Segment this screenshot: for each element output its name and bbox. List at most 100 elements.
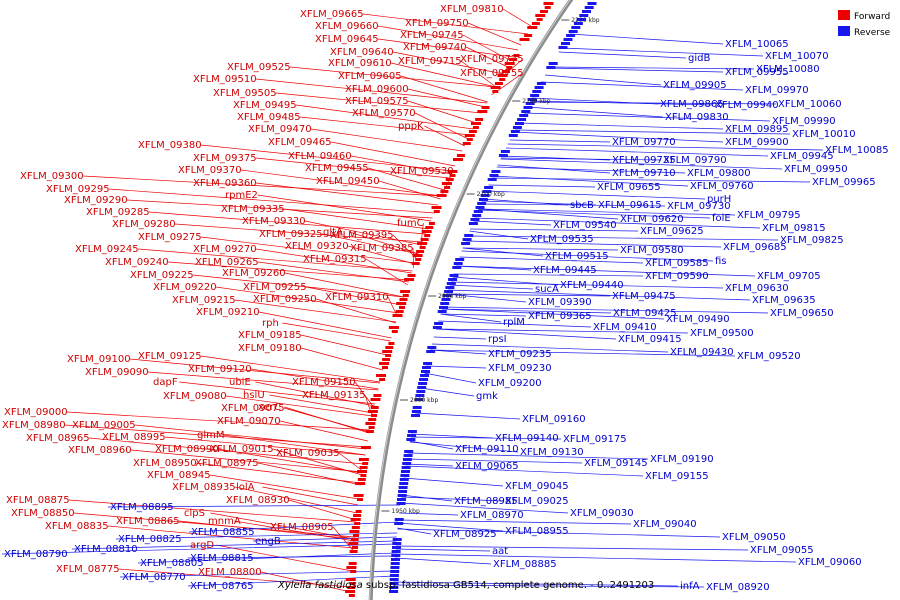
leader-line (260, 571, 352, 593)
forward-gene-label: XFLM_09385 (350, 243, 414, 254)
reverse-feature-arrow (411, 410, 421, 413)
leader-line (401, 496, 504, 502)
leader-line (441, 308, 665, 320)
forward-feature-arrow (348, 542, 359, 545)
forward-gene-label: XFLM_09395 (330, 230, 394, 241)
leader-line (462, 247, 544, 257)
reverse-feature-arrow (477, 202, 487, 205)
forward-gene-label: XFLM_09215 (172, 295, 236, 306)
forward-feature-arrow (379, 362, 390, 365)
forward-gene-label: XFLM_08960 (68, 445, 132, 456)
forward-feature-arrow (379, 378, 386, 381)
reverse-feature-arrow (427, 346, 437, 349)
forward-gene-label: XFLM_09645 (315, 34, 379, 45)
reverse-feature-arrow (446, 282, 456, 285)
leader-line (126, 199, 433, 219)
leader-line (450, 281, 724, 289)
leader-line (395, 548, 491, 552)
tick-label: 1950 kbp (392, 508, 420, 515)
forward-feature-arrow (400, 290, 411, 293)
leader-line (470, 228, 639, 232)
forward-feature-arrow (445, 178, 454, 181)
forward-gene-label: XFLM_08980 (2, 420, 66, 431)
feature-arrows (345, 2, 597, 597)
forward-feature-arrow (472, 126, 479, 129)
forward-gene-label: XFLM_09335 (221, 204, 285, 215)
reverse-feature-arrow (510, 130, 520, 133)
reverse-gene-label: XFLM_09730 (667, 201, 731, 212)
reverse-gene-label: XFLM_09650 (770, 308, 834, 319)
legend-forward-label: Forward (854, 12, 890, 22)
leader-line (449, 284, 534, 290)
leader-line (315, 298, 396, 324)
forward-feature-arrow (453, 158, 463, 161)
reverse-gene-label: XFLM_09130 (520, 447, 584, 458)
leader-line (424, 125, 465, 147)
forward-gene-label: XFLM_09360 (193, 178, 257, 189)
leader-line (431, 343, 669, 353)
reverse-gene-label: XFLM_09770 (612, 137, 676, 148)
forward-gene-label: XFLM_08850 (11, 508, 75, 519)
forward-gene-label: XFLM_09005 (72, 420, 136, 431)
forward-gene-label: XFLM_08930 (226, 495, 290, 506)
reverse-feature-arrow (389, 586, 399, 589)
forward-feature-arrow (354, 522, 361, 525)
reverse-feature-arrow (512, 126, 522, 129)
leader-line (459, 256, 644, 264)
leader-line (137, 552, 396, 564)
reverse-feature-arrow (523, 106, 533, 109)
reverse-gene-label: XFLM_09655 (597, 182, 661, 193)
leader-line (225, 395, 373, 417)
leader-line (279, 420, 368, 442)
forward-gene-label: XFLM_09610 (328, 58, 392, 69)
reverse-gene-label: XFLM_09535 (530, 234, 594, 245)
forward-gene-label: XFLM_09465 (268, 137, 332, 148)
forward-gene-label: XFLM_09250 (253, 294, 317, 305)
reverse-gene-label: XFLM_09200 (478, 378, 542, 389)
reverse-feature-arrow (420, 374, 429, 377)
reverse-feature-arrow (416, 390, 426, 393)
reverse-gene-label: XFLM_09825 (780, 235, 844, 246)
genome-backbone-highlight (369, 0, 571, 600)
forward-gene-label: XFLM_09000 (4, 407, 68, 418)
forward-gene-label: XFLM_09665 (300, 9, 364, 20)
reverse-gene-label: XFLM_08765 (190, 581, 254, 592)
forward-feature-arrow (411, 262, 420, 265)
forward-gene-label: XFLM_09570 (352, 108, 416, 119)
forward-gene-label: XFLM_08935 (172, 482, 236, 493)
forward-feature-arrow (492, 90, 499, 93)
leader-line (118, 568, 352, 588)
forward-gene-label: lolA (236, 482, 255, 493)
forward-feature-arrow (376, 374, 386, 377)
forward-gene-label: XFLM_09150 (292, 377, 356, 388)
leader-line (304, 220, 423, 246)
reverse-gene-label: XFLM_09445 (533, 265, 597, 276)
leader-line (393, 584, 705, 588)
leader-line (299, 116, 471, 136)
leader-line (392, 51, 504, 75)
forward-feature-arrow (371, 414, 377, 417)
reverse-gene-label: XFLM_09905 (663, 80, 727, 91)
reverse-gene-label: XFLM_09945 (770, 151, 834, 162)
reverse-feature-arrow (418, 382, 428, 385)
forward-feature-arrow (355, 510, 362, 513)
leader-line (440, 313, 502, 323)
reverse-gene-label: XFLM_09025 (505, 496, 569, 507)
leader-line (399, 512, 459, 516)
forward-feature-arrow (355, 482, 366, 485)
forward-feature-arrow (475, 118, 484, 121)
leader-line (492, 175, 689, 187)
leader-line (217, 448, 363, 474)
forward-gene-label: hslU (243, 390, 265, 401)
reverse-feature-arrow (519, 114, 529, 117)
tick-label: 2150 kbp (522, 98, 550, 105)
forward-gene-label: dapF (153, 377, 178, 388)
reverse-feature-arrow (407, 434, 417, 437)
forward-feature-arrow (392, 314, 403, 317)
forward-feature-arrow (391, 330, 398, 333)
forward-gene-label: XFLM_09460 (288, 151, 352, 162)
reverse-gene-label: XFLM_09235 (488, 349, 552, 360)
forward-feature-arrow (527, 26, 538, 29)
leader-line (250, 368, 379, 390)
forward-feature-arrow (543, 2, 554, 5)
